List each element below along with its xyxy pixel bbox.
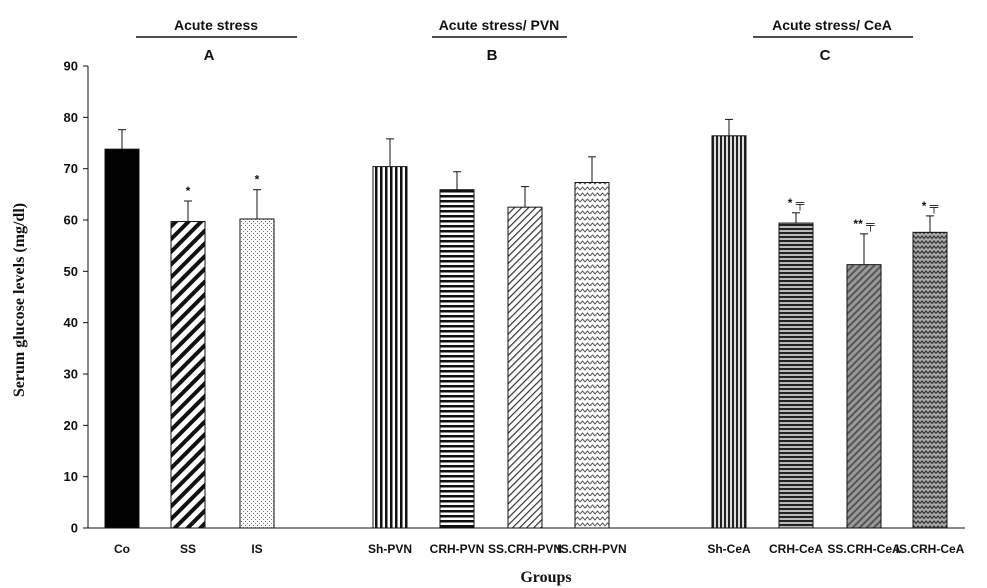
y-tick-label: 10: [64, 469, 78, 484]
bar: [507, 206, 543, 529]
significance-marker: *: [255, 173, 260, 187]
panel-letter: B: [487, 47, 498, 64]
panel-letter: A: [204, 47, 215, 64]
bar: [239, 218, 275, 529]
y-tick-label: 20: [64, 418, 78, 433]
y-tick-label: 60: [64, 213, 78, 228]
y-axis: 0 10 20 30 40 50 60 70 80 90: [64, 59, 89, 536]
x-tick-label: SS.CRH-CeA: [827, 542, 901, 556]
panel-title: Acute stress/ CeA: [772, 17, 892, 33]
bar: [711, 135, 747, 529]
x-tick-label: IS: [251, 542, 262, 556]
significance-marker: ** ╤: [853, 217, 875, 232]
y-axis-label: Serum glucose levels (mg/dl): [11, 203, 28, 397]
significance-marker: *: [186, 184, 191, 198]
y-tick-label: 70: [64, 161, 78, 176]
x-tick-label: IS.CRH-CeA: [896, 542, 965, 556]
significance-marker: * ╤: [788, 196, 805, 211]
x-tick-label: IS.CRH-PVN: [557, 542, 626, 556]
significance-marker: * ╤: [922, 199, 939, 214]
panel-title: Acute stress: [174, 17, 258, 33]
x-tick-label: Sh-PVN: [368, 542, 412, 556]
x-tick-label: SS.CRH-PVN: [488, 542, 562, 556]
panel-headers: Acute stress A Acute stress/ PVN B Acute str…: [136, 17, 913, 64]
y-tick-label: 40: [64, 315, 78, 330]
y-tick-label: 90: [64, 59, 78, 74]
x-tick-label: CRH-PVN: [430, 542, 485, 556]
bar: [439, 189, 475, 529]
panel-letter: C: [820, 47, 831, 64]
bar: [170, 221, 206, 529]
bars: *** ╤** ╤* ╤: [104, 118, 948, 529]
y-tick-label: 80: [64, 110, 78, 125]
bar: [574, 182, 610, 529]
x-tick-label: SS: [180, 542, 196, 556]
y-tick-label: 30: [64, 367, 78, 382]
bar: [912, 231, 948, 529]
bar: [372, 166, 408, 529]
bar: [778, 222, 814, 529]
bar: [104, 148, 140, 529]
x-axis-label: Groups: [520, 569, 571, 586]
x-tick-label: CRH-CeA: [769, 542, 823, 556]
x-tick-label: Co: [114, 542, 130, 556]
bar: [846, 264, 882, 529]
x-tick-label: Sh-CeA: [707, 542, 751, 556]
panel-title: Acute stress/ PVN: [439, 17, 560, 33]
y-tick-label: 0: [71, 521, 78, 536]
y-tick-label: 50: [64, 264, 78, 279]
